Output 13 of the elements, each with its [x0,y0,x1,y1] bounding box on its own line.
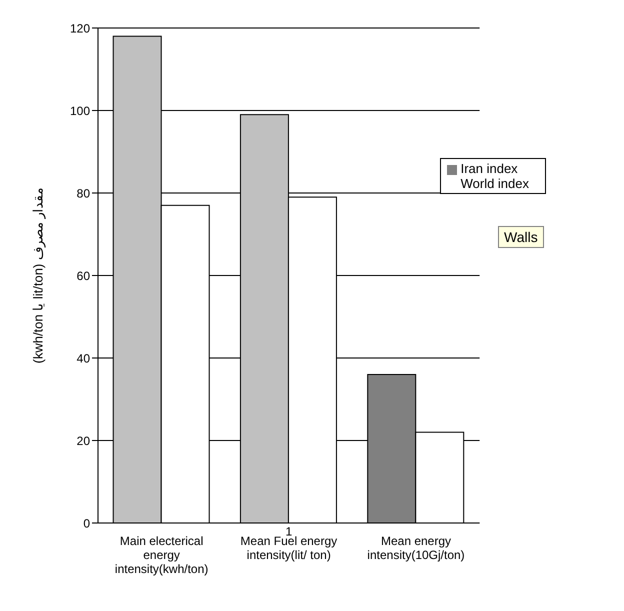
y-tick-label: 20 [76,434,90,448]
y-axis-title: (kwh/ton یا lit/ton) مقدار مصرف [30,188,47,364]
y-tick-label: 40 [76,351,90,366]
y-tick-label: 60 [76,268,90,283]
text: World index [460,176,529,191]
legend-label: Iran index [460,161,518,176]
text: Walls [498,226,544,248]
y-tick-label: 120 [70,21,90,36]
x-tick-label: Main electerical energy intensity(kwh/ton) [114,534,208,576]
y-tick-label: 100 [70,104,90,118]
y-tick-label: 0 [83,516,90,530]
y-tick-label: 80 [76,186,90,200]
x-tick-label: Mean energy intensity(10Gj/ton) [367,534,465,562]
